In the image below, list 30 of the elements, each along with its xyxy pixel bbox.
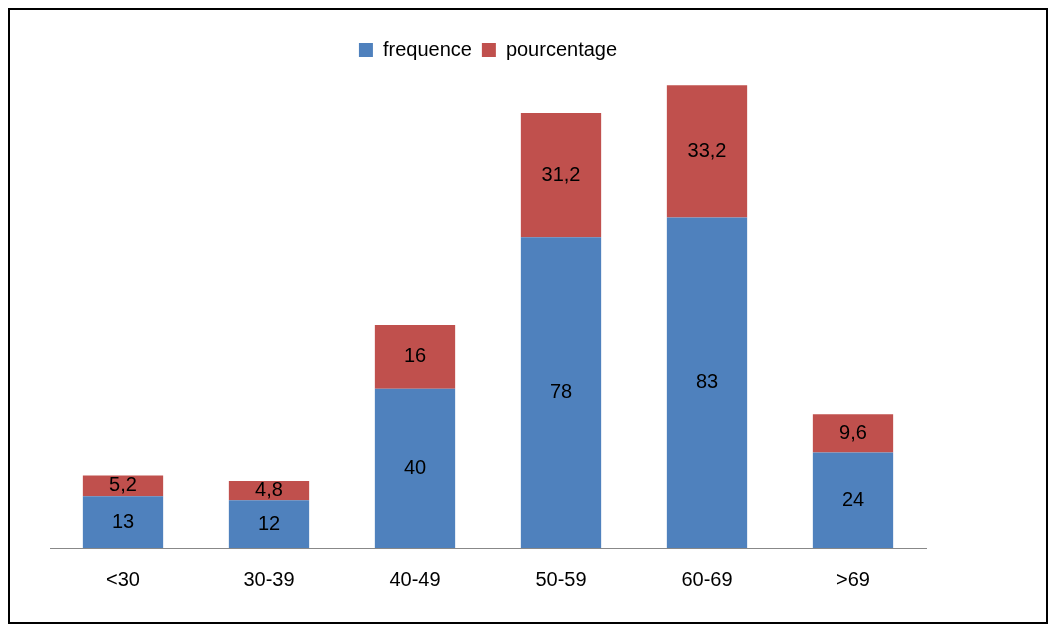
data-label: 5,2 bbox=[109, 473, 137, 496]
data-label: 16 bbox=[403, 344, 427, 367]
bar bbox=[812, 414, 894, 453]
data-label: 31,2 bbox=[541, 162, 581, 185]
data-label: 9,6 bbox=[839, 420, 867, 443]
bar bbox=[666, 85, 748, 218]
legend-label: frequence bbox=[382, 37, 472, 60]
data-label: 4,8 bbox=[255, 478, 283, 501]
bar bbox=[520, 237, 602, 548]
x-tick-label: 40-49 bbox=[389, 567, 441, 590]
data-label: 78 bbox=[549, 380, 573, 403]
bar bbox=[374, 388, 456, 548]
data-label: 83 bbox=[695, 370, 719, 393]
x-tick-label: 50-59 bbox=[535, 567, 587, 590]
bar bbox=[374, 324, 456, 389]
data-label: 33,2 bbox=[687, 138, 727, 161]
data-label: 12 bbox=[257, 511, 281, 534]
bar bbox=[228, 500, 310, 548]
bar bbox=[520, 113, 602, 238]
data-label: 40 bbox=[403, 455, 427, 478]
legend-label: pourcentage bbox=[505, 37, 618, 60]
data-label: 24 bbox=[841, 487, 865, 510]
bar bbox=[666, 217, 748, 548]
x-tick-label: >69 bbox=[836, 567, 870, 590]
x-tick-label: 30-39 bbox=[243, 567, 295, 590]
bar bbox=[812, 452, 894, 548]
x-tick-label: <30 bbox=[106, 567, 140, 590]
bar bbox=[82, 496, 164, 548]
data-label: 13 bbox=[111, 509, 135, 532]
x-tick-label: 60-69 bbox=[681, 567, 733, 590]
